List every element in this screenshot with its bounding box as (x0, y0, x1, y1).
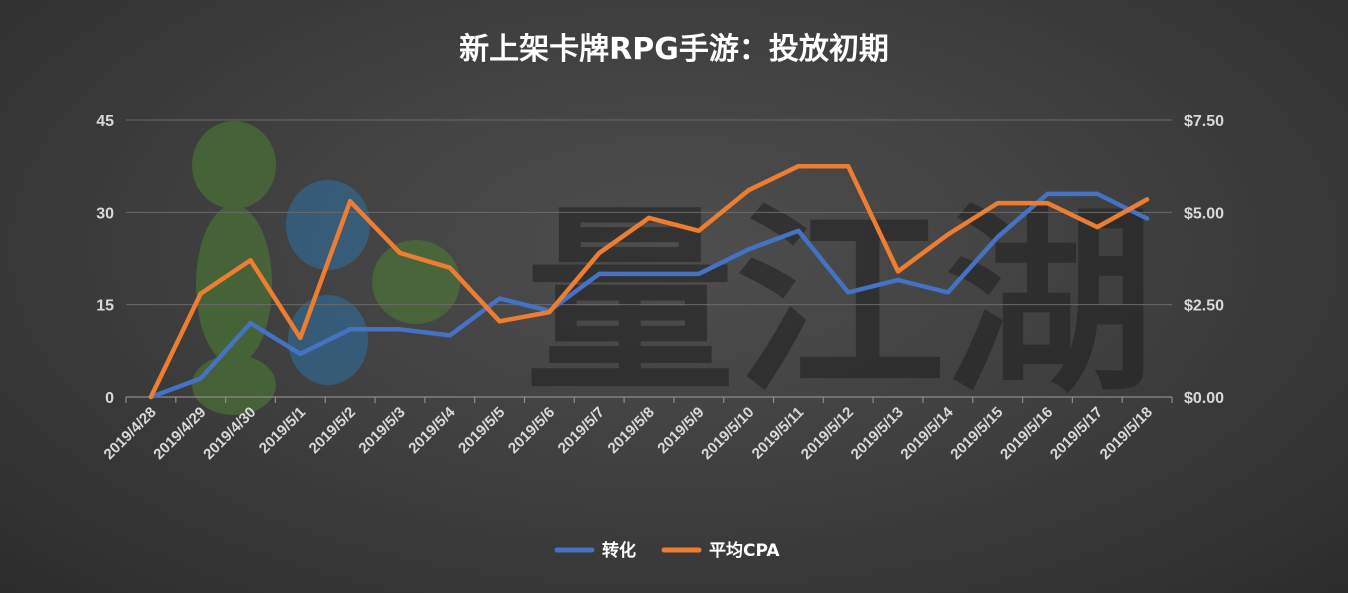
watermark-text: 量江湖 (525, 187, 1155, 420)
data-point (198, 376, 203, 381)
watermark-green-blob-top (192, 121, 276, 209)
data-point (148, 395, 153, 399)
y-axis-left-ticks: 0 15 30 45 (96, 113, 114, 407)
y-left-tick-label: 45 (96, 113, 114, 130)
data-point (597, 250, 602, 255)
x-tick-label: 2019/5/4 (405, 403, 459, 457)
data-point (696, 228, 701, 233)
data-point (298, 335, 303, 340)
data-point (248, 258, 253, 263)
x-tick-label: 2019/4/28 (101, 404, 160, 463)
data-point (348, 199, 353, 204)
data-point (547, 310, 552, 315)
series-conversion (148, 191, 1150, 400)
data-point (896, 278, 901, 283)
data-point (298, 351, 303, 356)
data-point (846, 164, 851, 169)
x-tick-label: 2019/4/29 (150, 404, 209, 463)
data-point (995, 201, 1000, 206)
x-tick-label: 2019/5/2 (306, 404, 359, 457)
legend-label-avg-cpa: 平均CPA (709, 540, 780, 561)
data-point (896, 269, 901, 274)
data-point (945, 232, 950, 237)
legend: 转化 平均CPA (554, 540, 780, 561)
data-point (497, 296, 502, 301)
x-tick-label: 2019/5/3 (355, 404, 408, 457)
axes (125, 396, 1173, 403)
data-point (597, 271, 602, 276)
legend-label-conversion: 转化 (602, 540, 636, 561)
data-point (696, 271, 701, 276)
data-point (397, 327, 402, 332)
series-avg-cpa (148, 163, 1150, 400)
data-point (995, 234, 1000, 239)
data-point (746, 188, 751, 193)
data-point (945, 290, 950, 295)
y-right-tick-label: $5.00 (1184, 205, 1224, 222)
y-right-tick-label: $7.50 (1184, 113, 1224, 130)
data-point (1095, 191, 1100, 196)
data-point (447, 333, 452, 338)
y-left-tick-label: 0 (105, 390, 114, 407)
data-point (397, 250, 402, 255)
y-right-tick-label: $0.00 (1184, 390, 1224, 407)
watermark-green-blob-bottom (192, 355, 276, 415)
x-tick-label: 2019/5/5 (455, 404, 508, 457)
y-left-tick-label: 15 (96, 298, 114, 315)
y-right-tick-label: $2.50 (1184, 298, 1224, 315)
data-point (846, 290, 851, 295)
data-point (1145, 197, 1150, 202)
data-point (348, 327, 353, 332)
data-point (1095, 225, 1100, 230)
gridlines (126, 119, 1172, 306)
data-point (1145, 216, 1150, 221)
data-point (746, 247, 751, 252)
y-left-tick-label: 30 (96, 205, 114, 222)
data-point (796, 228, 801, 233)
data-point (248, 321, 253, 326)
watermark-green-blob-right (372, 240, 460, 324)
data-point (447, 265, 452, 270)
chart-title: 新上架卡牌RPG手游：投放初期 (459, 32, 889, 67)
x-tick-label: 2019/5/1 (256, 404, 309, 457)
data-point (497, 319, 502, 324)
data-point (796, 164, 801, 169)
series-lines (148, 163, 1150, 400)
data-point (647, 271, 651, 276)
data-point (1045, 191, 1050, 196)
data-point (647, 215, 651, 220)
data-point (1045, 201, 1050, 206)
data-point (198, 291, 203, 296)
y-axis-right-ticks: $0.00 $2.50 $5.00 $7.50 (1184, 113, 1224, 407)
